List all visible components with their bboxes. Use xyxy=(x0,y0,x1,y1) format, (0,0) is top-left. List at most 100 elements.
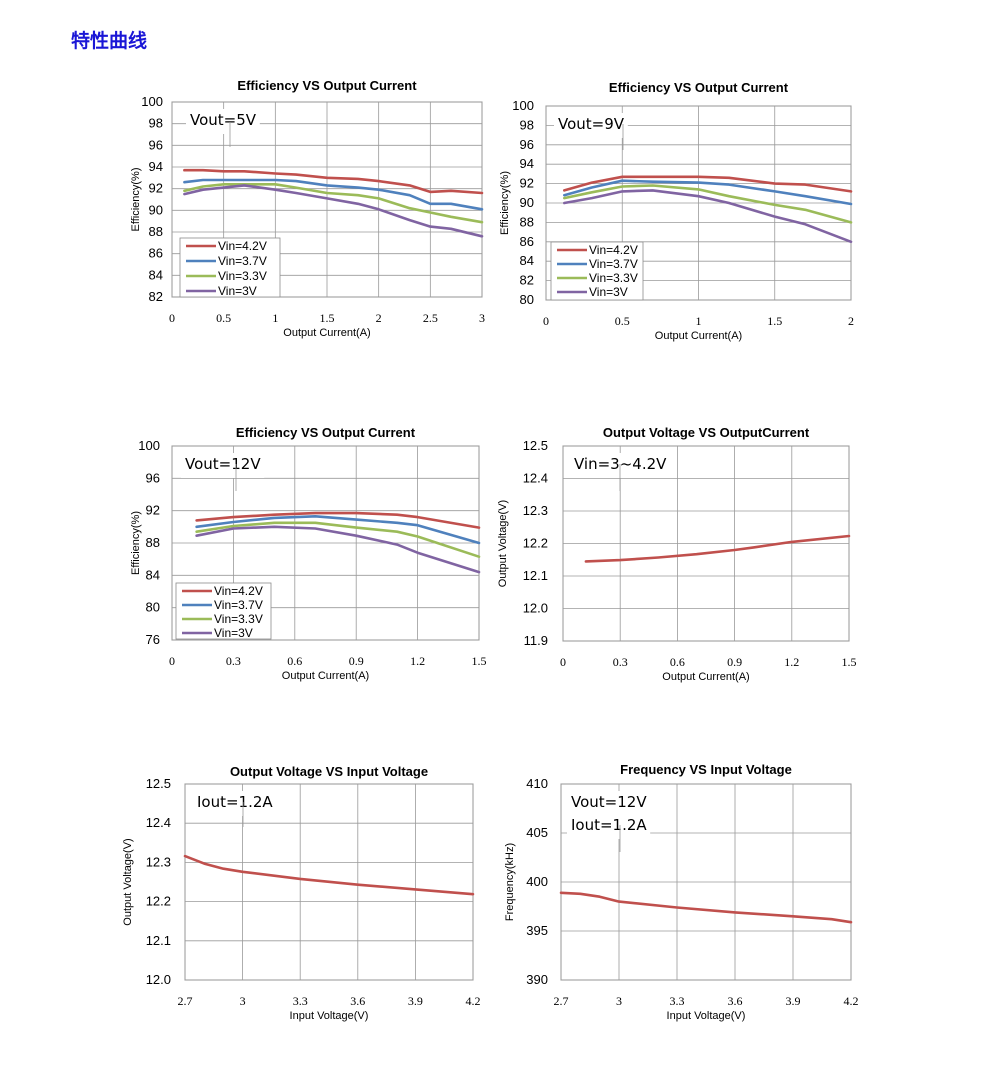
y-axis-label: Frequency(kHz) xyxy=(504,843,516,921)
x-tick-label: 1.5 xyxy=(842,655,857,669)
series-line xyxy=(183,168,484,195)
legend-label: Vin=3.7V xyxy=(218,254,267,268)
x-tick-label: 2.7 xyxy=(178,994,193,1008)
x-tick-label: 2.7 xyxy=(554,994,569,1008)
chart-title: Output Voltage VS Input Voltage xyxy=(230,764,428,779)
x-tick-label: 1.5 xyxy=(320,311,335,325)
y-tick-label: 84 xyxy=(520,253,534,268)
legend-label: Vin=3.7V xyxy=(214,598,263,612)
x-axis-label: Output Current(A) xyxy=(282,670,369,682)
chart-2: 80 82 84 86 88 90 92 94 96 98 100 0 0.5 1 1.5 2 Efficien… xyxy=(499,80,854,342)
y-tick-label: 12.2 xyxy=(146,894,171,909)
y-tick-label: 390 xyxy=(526,972,548,987)
legend-label: Vin=3V xyxy=(218,284,257,298)
y-tick-label: 88 xyxy=(149,224,163,239)
y-tick-label: 80 xyxy=(146,600,160,615)
y-tick-label: 90 xyxy=(520,195,534,210)
series-line xyxy=(183,183,484,224)
x-tick-label: 0 xyxy=(543,314,549,328)
x-tick-label: 0.6 xyxy=(670,655,685,669)
x-tick-label: 0.9 xyxy=(727,655,742,669)
legend-label: Vin=3V xyxy=(214,626,253,640)
y-tick-label: 92 xyxy=(520,176,534,191)
y-tick-label: 88 xyxy=(146,535,160,550)
y-axis-label: Output Voltage(V) xyxy=(497,500,509,587)
x-tick-label: 3.9 xyxy=(408,994,423,1008)
legend-label: Vin=4.2V xyxy=(589,243,638,257)
y-tick-label: 12.0 xyxy=(523,601,548,616)
legend-box xyxy=(179,237,281,298)
annotation-text: Vout=12V xyxy=(571,793,647,811)
y-tick-label: 98 xyxy=(520,117,534,132)
x-tick-label: 3.6 xyxy=(728,994,743,1008)
y-tick-label: 100 xyxy=(141,94,163,109)
annotation-background xyxy=(186,109,260,134)
x-tick-label: 0.3 xyxy=(226,654,241,668)
series-line xyxy=(584,534,851,563)
x-tick-label: 0 xyxy=(169,311,175,325)
y-tick-label: 12.3 xyxy=(523,503,548,518)
annotation-text: Vout=12V xyxy=(185,455,261,473)
annotation-background xyxy=(567,791,651,839)
series-line xyxy=(559,891,853,924)
series-line xyxy=(195,515,481,545)
legend-label: Vin=3.3V xyxy=(218,269,267,283)
y-tick-label: 82 xyxy=(149,289,163,304)
y-tick-label: 90 xyxy=(149,202,163,217)
chart-title: Efficiency VS Output Current xyxy=(237,78,417,93)
x-tick-label: 2 xyxy=(376,311,382,325)
series-line xyxy=(563,179,853,206)
annotation-background xyxy=(181,453,265,478)
legend-box xyxy=(175,582,272,640)
y-tick-label: 410 xyxy=(526,776,548,791)
y-tick-label: 12.4 xyxy=(146,815,171,830)
y-tick-label: 82 xyxy=(520,273,534,288)
y-tick-label: 405 xyxy=(526,825,548,840)
x-tick-label: 4.2 xyxy=(466,994,481,1008)
y-tick-label: 86 xyxy=(149,246,163,261)
y-tick-label: 88 xyxy=(520,214,534,229)
chart-1: 82 84 86 88 90 92 94 96 98 100 0 0.5 1 1.5 2 2.5 3 Effici… xyxy=(130,78,485,339)
legend-label: Vin=4.2V xyxy=(214,584,263,598)
annotation-background xyxy=(554,113,628,138)
x-tick-label: 4.2 xyxy=(844,994,859,1008)
x-tick-label: 1 xyxy=(696,314,702,328)
y-tick-label: 92 xyxy=(146,503,160,518)
legend-label: Vin=3.7V xyxy=(589,257,638,271)
series-line xyxy=(183,184,484,238)
y-tick-label: 98 xyxy=(149,116,163,131)
x-tick-label: 0.3 xyxy=(613,655,628,669)
y-tick-label: 12.1 xyxy=(523,568,548,583)
annotation-background xyxy=(193,791,286,816)
y-tick-label: 12.0 xyxy=(146,972,171,987)
y-tick-label: 11.9 xyxy=(524,633,548,648)
x-tick-label: 3.3 xyxy=(293,994,308,1008)
series-line xyxy=(563,189,853,244)
x-tick-label: 3 xyxy=(616,994,622,1008)
x-tick-label: 0.5 xyxy=(615,314,630,328)
annotation-text: Vout=5V xyxy=(190,111,257,129)
x-tick-label: 3 xyxy=(479,311,485,325)
legend-box xyxy=(550,241,644,301)
x-axis-label: Output Current(A) xyxy=(655,330,742,342)
chart-6: 390 395 400 405 410 2.7 3 3.3 3.6 3.9 4.2 Frequency… xyxy=(504,762,859,1022)
annotation-text: Vin=3~4.2V xyxy=(574,455,667,473)
y-tick-label: 12.1 xyxy=(146,933,171,948)
series-line xyxy=(563,184,853,224)
page-title: 特性曲线 xyxy=(71,30,148,52)
y-tick-label: 12.3 xyxy=(146,854,171,869)
chart-4: 11.9 12.0 12.1 12.2 12.3 12.4 12.5 0 0.3 0.6 0.9 1.… xyxy=(497,425,857,683)
series-line xyxy=(195,521,481,558)
y-tick-label: 395 xyxy=(526,923,548,938)
y-axis-label: Efficiency(%) xyxy=(130,168,142,232)
series-line xyxy=(183,178,484,211)
series-line xyxy=(195,525,481,574)
x-tick-label: 3.6 xyxy=(350,994,365,1008)
x-tick-label: 0.5 xyxy=(216,311,231,325)
x-tick-label: 2.5 xyxy=(423,311,438,325)
annotation-text: Iout=1.2A xyxy=(571,816,647,834)
x-tick-label: 3 xyxy=(240,994,246,1008)
y-tick-label: 12.4 xyxy=(523,471,548,486)
legend-label: Vin=3.3V xyxy=(214,612,263,626)
chart-title: Efficiency VS Output Current xyxy=(609,80,789,95)
